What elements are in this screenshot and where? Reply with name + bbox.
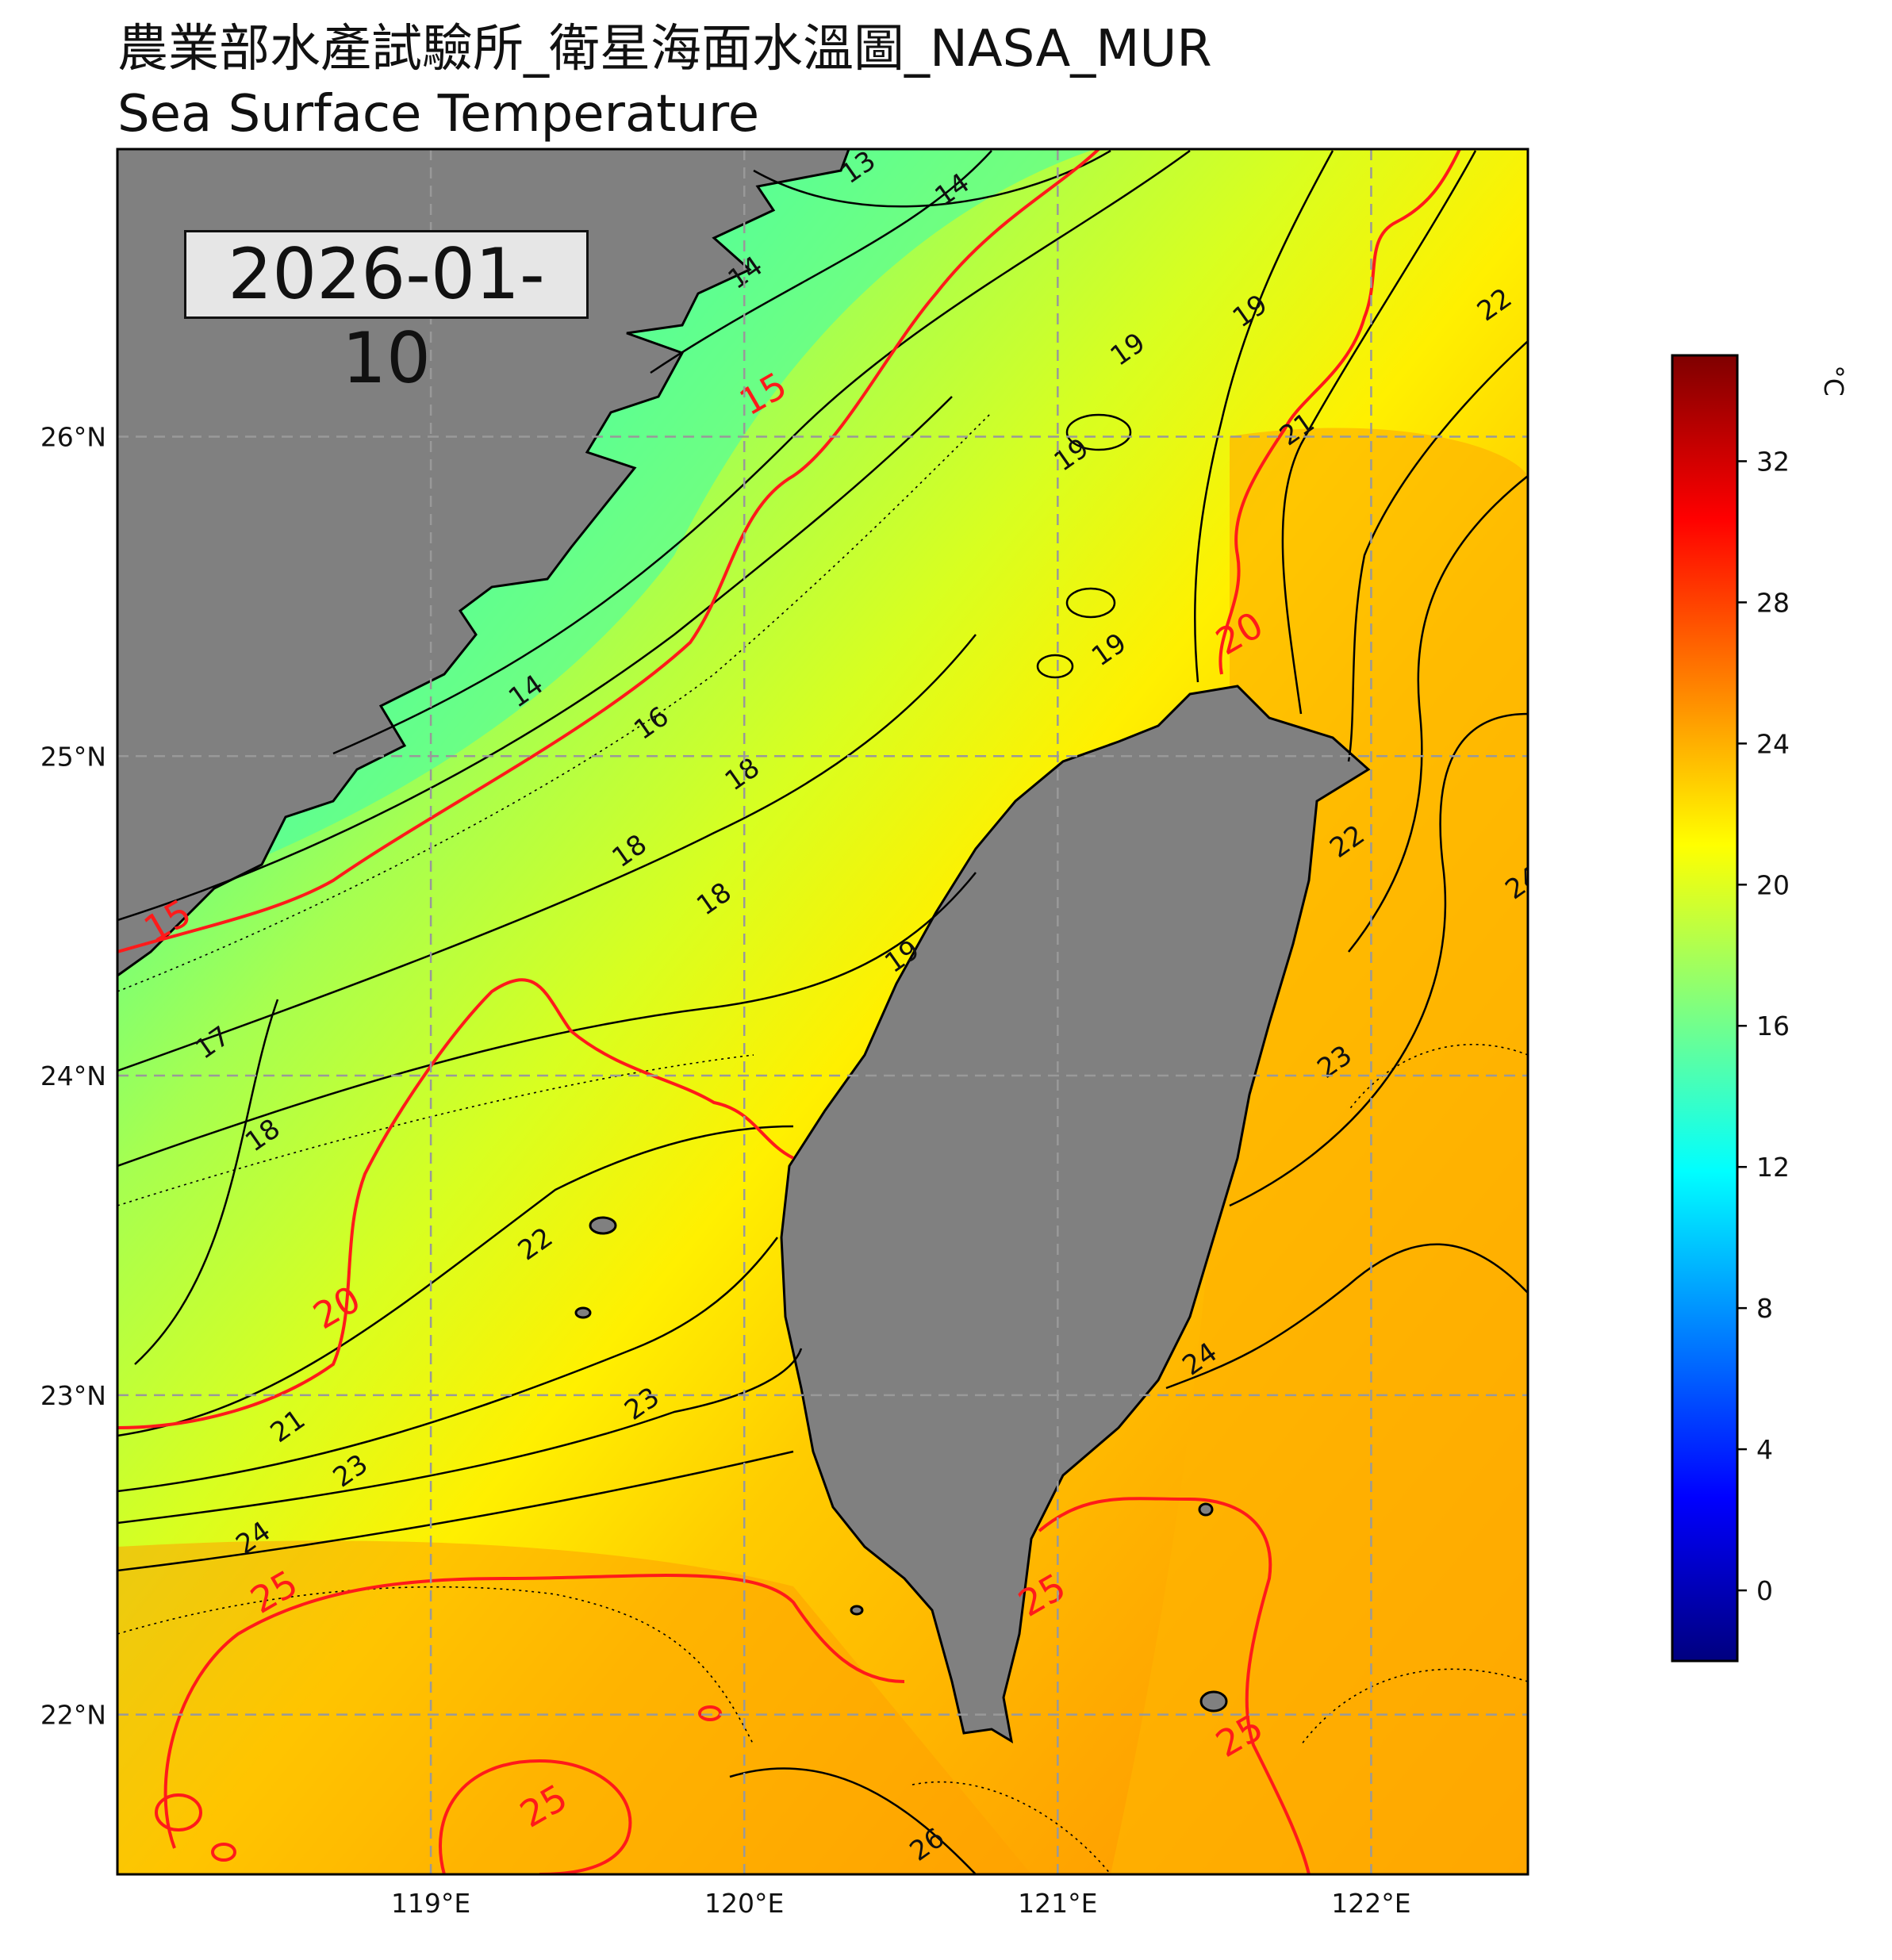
isotherms-red — [117, 149, 1461, 1874]
lon-tick-label: 122°E — [1331, 1888, 1410, 1919]
map-title-line2: Sea Surface Temperature — [117, 85, 760, 144]
isotherms-black — [117, 149, 1528, 1874]
warm-water-south — [117, 1540, 1031, 1874]
china-mainland — [117, 149, 850, 977]
colorbar-tick-label: 8 — [1756, 1293, 1773, 1324]
map-frame — [116, 148, 1529, 1876]
lanyu-island — [1199, 1690, 1228, 1713]
isotherms-dotted — [117, 412, 1528, 1874]
lon-tick-label: 119°E — [391, 1888, 470, 1919]
colorbar-tick-label: 12 — [1756, 1152, 1790, 1183]
colorbar-tick-label: 28 — [1756, 587, 1790, 618]
colorbar-tick-label: 24 — [1756, 728, 1790, 759]
colorbar-tick-label: 16 — [1756, 1011, 1790, 1041]
map-title-line1: 農業部水產試驗所_衛星海面水溫圖_NASA_MUR — [117, 20, 1212, 79]
warm-water-east — [1111, 428, 1528, 1874]
lat-tick-label: 23°N — [40, 1380, 106, 1411]
penghu-island — [589, 1216, 617, 1235]
liuqiu-island — [850, 1605, 864, 1616]
penghu-islet — [574, 1306, 592, 1319]
lon-tick-label: 121°E — [1018, 1888, 1097, 1919]
lat-tick-label: 26°N — [40, 422, 106, 453]
date-label: 2026-01-10 — [184, 230, 589, 399]
longitude-ticks: 119°E 120°E 121°E 122°E — [391, 1888, 1411, 1919]
lat-tick-label: 24°N — [40, 1061, 106, 1091]
lat-tick-label: 25°N — [40, 741, 106, 772]
colorbar-tick-label: 32 — [1756, 446, 1790, 477]
colorbar-tick-label: 0 — [1756, 1575, 1773, 1606]
lat-tick-label: 22°N — [40, 1700, 106, 1731]
colorbar-ticks: 0 4 8 12 16 20 24 28 32 — [1737, 446, 1790, 1606]
taiwan-island — [780, 685, 1371, 1743]
colorbar — [1671, 354, 1739, 1663]
colorbar-tick-label: 20 — [1756, 869, 1790, 900]
colorbar-unit: °C — [1818, 365, 1849, 397]
lon-tick-label: 120°E — [704, 1888, 784, 1919]
latitude-ticks: 26°N 25°N 24°N 23°N 22°N — [40, 422, 106, 1731]
map-grid — [117, 149, 1528, 1874]
colorbar-tick-label: 4 — [1756, 1434, 1773, 1465]
green-island — [1198, 1502, 1214, 1517]
